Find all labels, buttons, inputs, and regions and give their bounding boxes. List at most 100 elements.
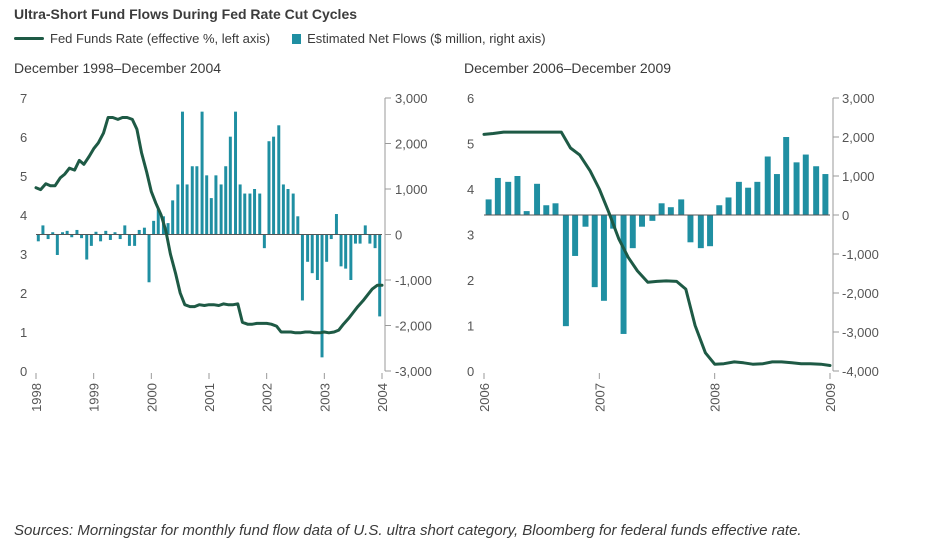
- right-flow-bar: [667, 207, 674, 215]
- left-flow-bar: [152, 220, 156, 235]
- left-flow-bar: [127, 234, 131, 246]
- left-flow-bar: [200, 111, 204, 235]
- legend-rate-swatch: [14, 37, 44, 40]
- left-left-tick-label: 3: [20, 247, 27, 262]
- left-flow-bar: [85, 234, 89, 260]
- left-flow-bar: [281, 184, 285, 235]
- left-flow-bar: [147, 234, 151, 283]
- legend-rate-label: Fed Funds Rate (effective %, left axis): [50, 31, 271, 46]
- left-flow-bar: [368, 234, 372, 244]
- right-left-tick-label: 6: [467, 91, 474, 106]
- right-flow-bar: [707, 215, 714, 247]
- left-right-tick-label: -3,000: [395, 364, 432, 379]
- left-flow-bar: [378, 234, 382, 317]
- right-x-tick-label: 2007: [592, 383, 607, 412]
- right-fed-funds-rate-line: [482, 130, 832, 367]
- left-flow-bar: [224, 166, 228, 235]
- left-flow-bar: [171, 200, 175, 235]
- right-flow-bar: [534, 183, 541, 215]
- left-flow-bar: [291, 193, 295, 235]
- right-flow-bar: [629, 215, 636, 249]
- left-flow-bar: [51, 232, 55, 235]
- left-flow-bar: [262, 234, 266, 249]
- left-flow-bar: [286, 189, 290, 235]
- left-flow-bar: [118, 234, 122, 240]
- left-flow-bar: [36, 234, 40, 242]
- charts-canvas: 0 1 2 3 4 5 6 7 -3,000 -2,000 -1,000 0 1,000 2,000 3,0…: [20, 91, 879, 412]
- left-x-tick-label: 2000: [144, 383, 159, 412]
- right-flow-bar: [600, 215, 607, 301]
- left-flow-bar: [195, 166, 199, 235]
- left-flow-bar: [185, 184, 189, 235]
- right-flow-bar: [813, 166, 820, 215]
- left-flow-bar: [104, 230, 108, 235]
- left-flow-bar: [166, 223, 170, 235]
- left-flow-bar: [344, 234, 348, 269]
- right-right-tick-label: -4,000: [842, 364, 879, 379]
- right-left-tick-label: 5: [467, 137, 474, 152]
- right-left-tick-label: 3: [467, 228, 474, 243]
- right-flow-bar: [822, 174, 829, 215]
- right-flow-bar: [735, 181, 742, 215]
- left-right-tick-label: -2,000: [395, 319, 432, 334]
- right-flow-bar: [697, 215, 704, 249]
- left-flow-bar: [325, 234, 329, 262]
- right-left-tick-label: 2: [467, 273, 474, 288]
- right-flow-bar: [716, 205, 723, 215]
- left-flow-bar: [310, 234, 314, 274]
- left-flow-bar: [334, 214, 338, 235]
- left-flow-bar: [61, 232, 65, 235]
- left-flow-bar: [180, 111, 184, 235]
- left-right-tick-label: 0: [395, 228, 402, 243]
- left-flow-bar: [238, 184, 242, 235]
- left-flow-bar: [113, 232, 117, 235]
- left-left-tick-label: 5: [20, 169, 27, 184]
- left-flow-bar: [363, 225, 367, 235]
- left-flow-bar: [300, 234, 304, 301]
- left-flow-bar: [142, 227, 146, 235]
- left-left-tick-label: 1: [20, 325, 27, 340]
- left-flow-bar: [339, 234, 343, 267]
- right-flow-bar: [745, 187, 752, 215]
- left-flow-bar: [214, 175, 218, 235]
- left-right-tick-label: 3,000: [395, 91, 428, 106]
- right-x-tick-label: 2006: [477, 383, 492, 412]
- right-flow-bar: [725, 197, 732, 215]
- right-flow-bar: [582, 215, 589, 227]
- right-right-tick-label: 0: [842, 208, 849, 223]
- left-left-tick-label: 7: [20, 91, 27, 106]
- left-flow-bar: [228, 136, 232, 235]
- left-flow-bar: [243, 193, 247, 235]
- left-right-tick-label: 1,000: [395, 182, 428, 197]
- right-x-tick-label: 2009: [823, 383, 838, 412]
- left-flow-bar: [94, 231, 98, 235]
- left-flow-bar: [99, 234, 103, 242]
- left-left-tick-label: 2: [20, 286, 27, 301]
- left-flow-bar: [373, 234, 377, 249]
- right-right-tick-label: 1,000: [842, 169, 875, 184]
- left-x-tick-label: 1998: [29, 383, 44, 412]
- right-flow-bar: [514, 176, 521, 215]
- right-right-tick-label: 2,000: [842, 130, 875, 145]
- right-flow-bar: [562, 215, 569, 327]
- left-flow-bar: [133, 234, 137, 246]
- right-flow-bar: [754, 181, 761, 215]
- left-flow-bar: [205, 175, 209, 235]
- left-flow-bar: [277, 125, 281, 235]
- left-fed-funds-rate-line: [34, 116, 384, 335]
- left-flow-bar: [156, 209, 160, 235]
- right-right-tick-label: -1,000: [842, 247, 879, 262]
- right-flow-bar: [783, 137, 790, 215]
- left-panel-subtitle: December 1998–December 2004: [14, 60, 222, 76]
- left-flow-bar: [123, 225, 127, 235]
- left-flow-bar: [41, 225, 45, 235]
- right-flow-bar: [591, 215, 598, 288]
- right-flow-bar: [773, 174, 780, 215]
- right-flow-bar: [687, 215, 694, 243]
- left-flow-bar: [234, 111, 238, 235]
- right-flow-bar: [523, 211, 530, 215]
- right-left-tick-label: 4: [467, 182, 474, 197]
- right-x-tick-label: 2008: [708, 383, 723, 412]
- left-flow-bar: [267, 141, 271, 235]
- left-flow-bar: [296, 216, 300, 235]
